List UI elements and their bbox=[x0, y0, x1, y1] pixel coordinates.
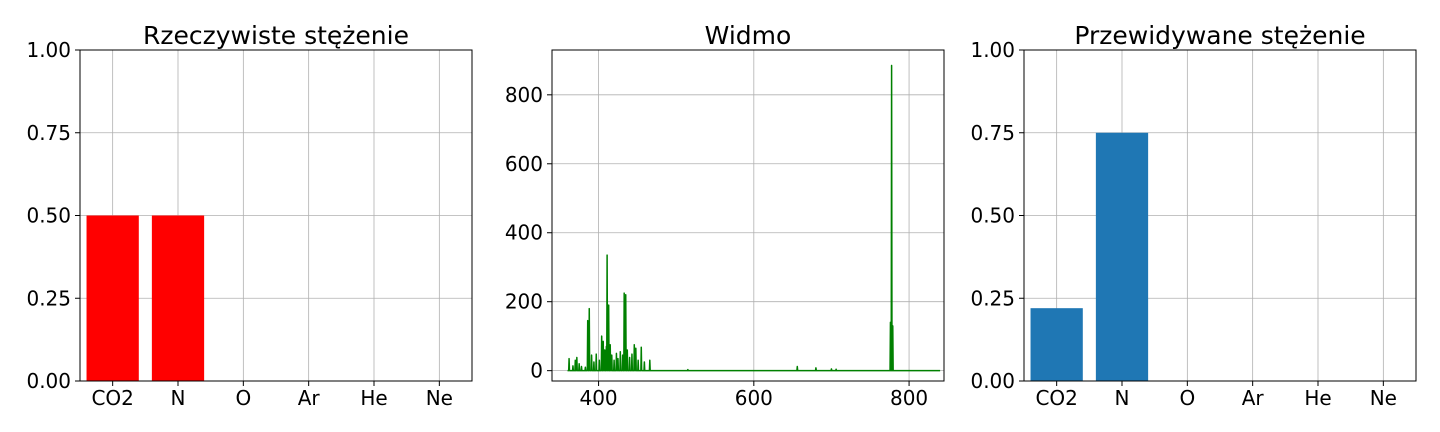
x-tick-label: CO2 bbox=[91, 386, 133, 410]
bar-n bbox=[151, 215, 205, 381]
y-tick-label: 0.75 bbox=[970, 121, 1015, 145]
plot-frame bbox=[551, 49, 945, 382]
chart-title: Rzeczywiste stężenie bbox=[143, 21, 409, 50]
x-tick-label: 400 bbox=[579, 386, 617, 410]
x-tick-label: Ar bbox=[298, 386, 321, 410]
actual-concentration-chart: Rzeczywiste stężenie CO2 N O Ar He Ne 0.00 0.25… bbox=[26, 21, 473, 410]
predicted-concentration-chart: Przewidywane stężenie CO2 N O Ar He Ne 0.00 0.2… bbox=[970, 21, 1417, 410]
y-tick-label: 800 bbox=[505, 83, 543, 107]
x-tick-label: N bbox=[171, 386, 186, 410]
x-tick-label: O bbox=[1179, 386, 1195, 410]
x-tick-label: Ne bbox=[426, 386, 453, 410]
x-tick-label: He bbox=[1304, 386, 1331, 410]
bar-n bbox=[1095, 132, 1149, 381]
x-tick-label: Ar bbox=[1242, 386, 1265, 410]
y-tick-label: 0.50 bbox=[970, 204, 1015, 228]
x-tick-label: 800 bbox=[890, 386, 928, 410]
y-tick-label: 600 bbox=[505, 152, 543, 176]
y-tick-label: 200 bbox=[505, 290, 543, 314]
y-tick-label: 0.75 bbox=[26, 121, 71, 145]
spectrum-chart: Widmo 400 600 800 0 200 400 600 800 bbox=[505, 21, 945, 410]
x-tick-label: He bbox=[360, 386, 387, 410]
x-tick-label: CO2 bbox=[1035, 386, 1077, 410]
bar-co2 bbox=[1030, 308, 1083, 381]
x-tick-label: O bbox=[235, 386, 251, 410]
y-tick-label: 0.00 bbox=[970, 369, 1015, 393]
x-tick-label: 600 bbox=[735, 386, 773, 410]
x-tick-label: Ne bbox=[1370, 386, 1397, 410]
spectrum-line bbox=[567, 64, 941, 372]
y-tick-label: 400 bbox=[505, 221, 543, 245]
chart-title: Przewidywane stężenie bbox=[1074, 21, 1365, 50]
y-tick-label: 1.00 bbox=[26, 38, 71, 62]
chart-title: Widmo bbox=[705, 21, 792, 50]
y-tick-label: 0.00 bbox=[26, 369, 71, 393]
y-tick-label: 0.25 bbox=[970, 286, 1015, 310]
y-tick-label: 1.00 bbox=[970, 38, 1015, 62]
y-tick-label: 0 bbox=[530, 359, 543, 383]
bar-co2 bbox=[86, 215, 139, 381]
y-tick-label: 0.50 bbox=[26, 204, 71, 228]
x-tick-label: N bbox=[1115, 386, 1130, 410]
y-tick-label: 0.25 bbox=[26, 286, 71, 310]
